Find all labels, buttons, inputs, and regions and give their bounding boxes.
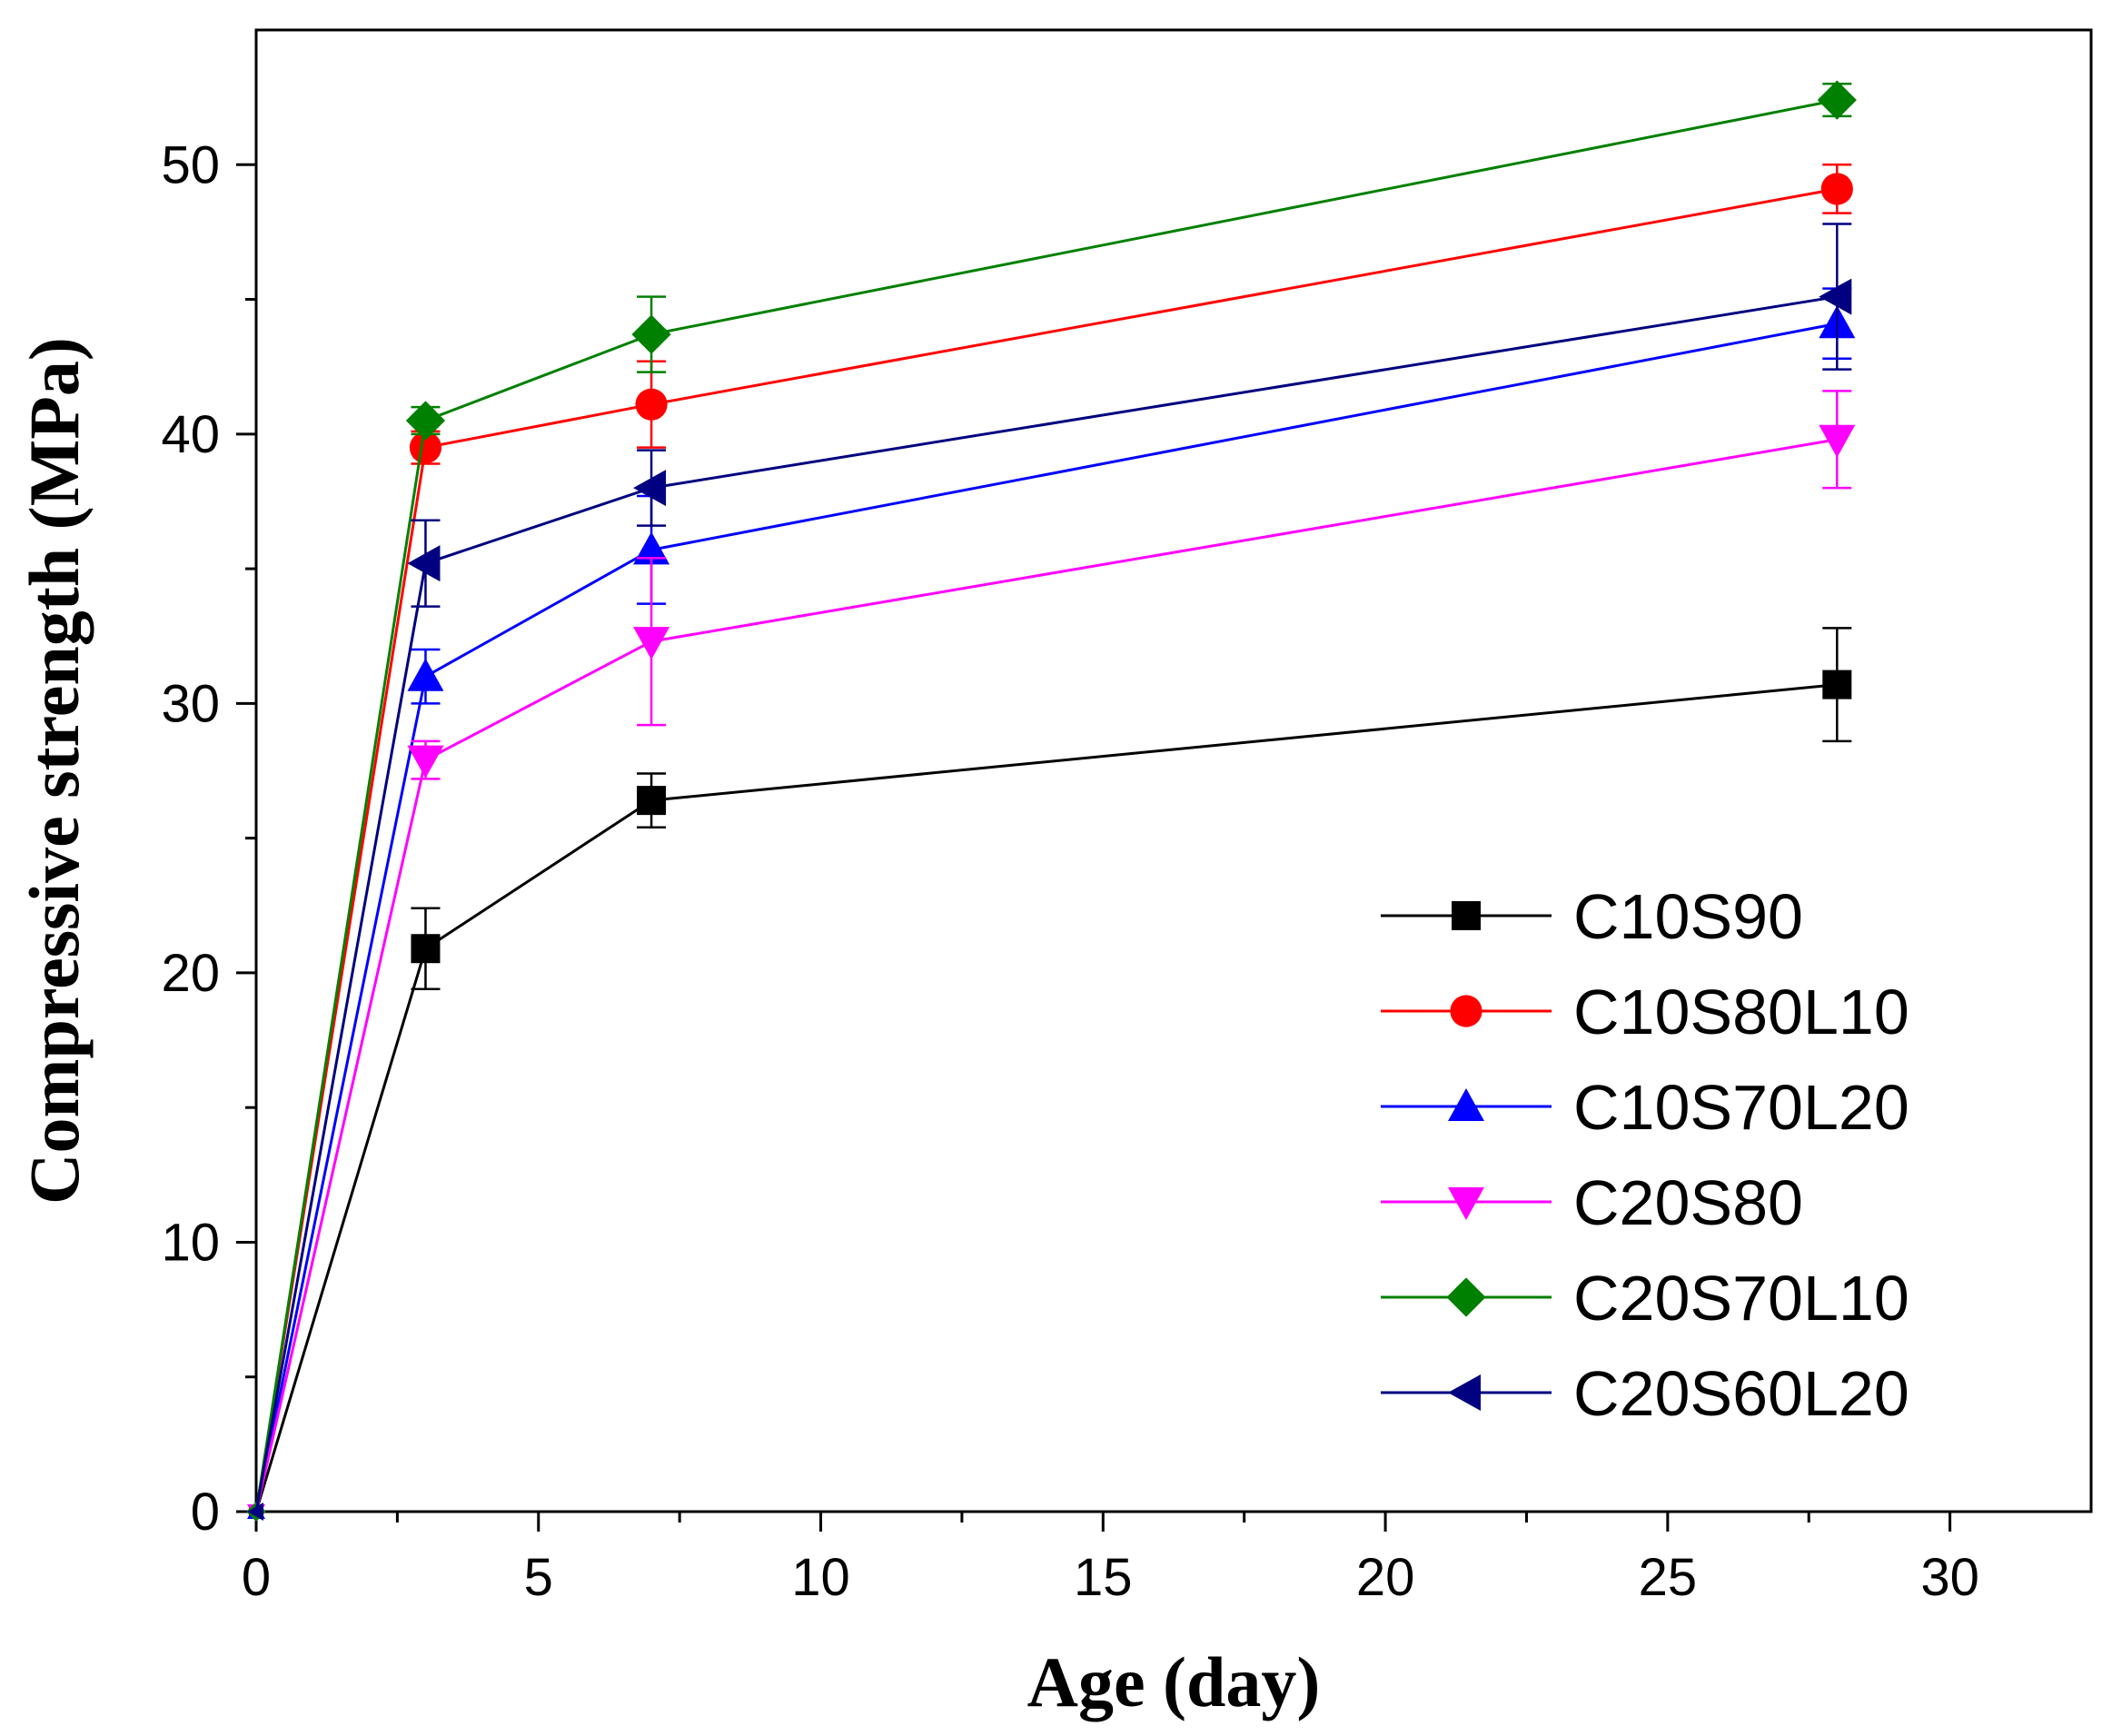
- legend-entry: C10S80L10: [1381, 977, 1909, 1047]
- data-point: [1819, 278, 1852, 315]
- series-line: [254, 438, 1838, 1513]
- legend-entry: C20S60L20: [1381, 1358, 1909, 1429]
- data-point: [407, 745, 444, 779]
- data-point: [407, 545, 441, 582]
- data-point: [633, 627, 670, 660]
- y-tick-label: 40: [161, 405, 220, 464]
- data-point: [1819, 424, 1856, 458]
- y-tick-label: 50: [161, 135, 220, 194]
- data-point: [1817, 80, 1857, 120]
- y-tick-label: 0: [191, 1483, 220, 1542]
- series-C10S90: [249, 627, 1852, 1519]
- x-tick-label: 10: [791, 1548, 850, 1607]
- series-line: [254, 683, 1838, 1513]
- x-tick-label: 0: [242, 1548, 271, 1607]
- plot-frame: [254, 28, 2093, 1513]
- x-tick-label: 25: [1639, 1548, 1698, 1607]
- legend-marker: [1448, 1187, 1484, 1220]
- data-point: [637, 786, 667, 816]
- legend-label: C10S90: [1573, 881, 1803, 952]
- series-layer: [246, 80, 1857, 1522]
- legend-marker: [1450, 995, 1482, 1027]
- legend-marker: [1446, 1277, 1486, 1317]
- axis-ticks: 0 5 10 15 20 25 30 0 10 20 30 40 50: [161, 135, 1978, 1607]
- legend-entry: C10S70L20: [1381, 1072, 1909, 1143]
- y-tick-label: 30: [161, 674, 220, 733]
- data-point: [633, 470, 667, 507]
- legend-label: C20S60L20: [1573, 1358, 1909, 1429]
- y-tick-label: 10: [161, 1213, 220, 1272]
- x-tick-label: 30: [1920, 1548, 1979, 1607]
- data-point: [407, 658, 444, 691]
- x-axis-title: Age (day): [1027, 1642, 1321, 1721]
- data-point: [1820, 173, 1853, 205]
- legend-entry: C10S90: [1381, 881, 1803, 952]
- series-line: [254, 322, 1838, 1513]
- x-tick-label: 5: [524, 1548, 553, 1607]
- series-line: [254, 187, 1838, 1513]
- legend-label: C10S80L10: [1573, 977, 1909, 1047]
- legend-marker: [1448, 1088, 1484, 1121]
- legend-marker: [1452, 901, 1481, 930]
- legend-label: C20S70L10: [1573, 1263, 1909, 1334]
- data-point: [633, 531, 670, 565]
- legend: C10S90 C10S80L10 C10S70L20 C20S80 C20S70L10 C…: [1381, 881, 1909, 1429]
- data-point: [411, 934, 441, 964]
- data-point: [1822, 670, 1852, 699]
- series-line: [254, 98, 1838, 1513]
- series-C20S80: [247, 390, 1856, 1521]
- plot-border: [254, 28, 2093, 1513]
- data-point: [631, 314, 671, 354]
- series-line: [254, 295, 1838, 1513]
- legend-label: C10S70L20: [1573, 1072, 1909, 1143]
- legend-marker: [1448, 1374, 1481, 1411]
- y-tick-label: 20: [161, 944, 220, 1003]
- x-tick-label: 15: [1074, 1548, 1133, 1607]
- data-point: [635, 388, 668, 421]
- legend-entry: C20S70L10: [1381, 1263, 1909, 1334]
- legend-entry: C20S80: [1381, 1167, 1803, 1238]
- legend-label: C20S80: [1573, 1167, 1803, 1238]
- data-point: [409, 432, 442, 464]
- series-C20S60L20: [247, 223, 1852, 1521]
- data-point: [247, 1503, 263, 1521]
- y-axis-title: Compressive strength (MPa): [15, 337, 94, 1205]
- x-tick-label: 20: [1356, 1548, 1415, 1607]
- data-point: [405, 401, 446, 441]
